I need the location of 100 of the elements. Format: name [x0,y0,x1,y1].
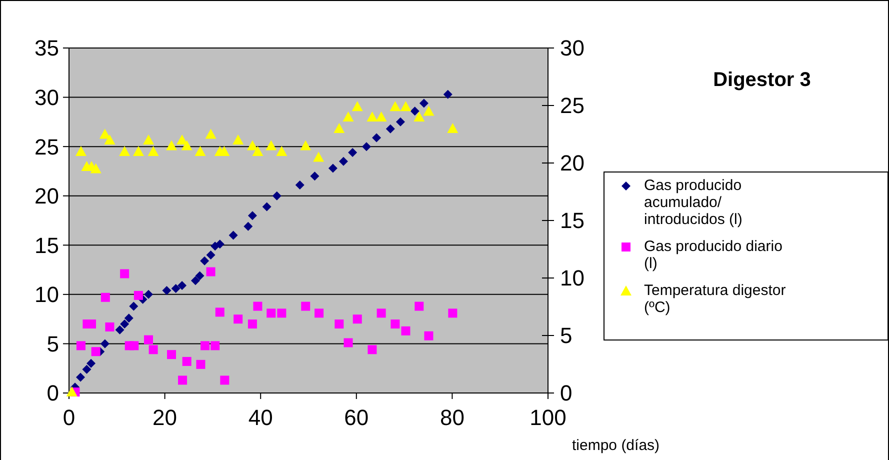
point [105,322,114,332]
point [400,101,412,112]
point [210,341,220,350]
point [310,172,320,181]
point [195,271,204,280]
point [178,376,188,385]
y-tick-label: 20 [34,184,59,209]
point [143,134,154,144]
text: Digestor 3 [713,69,811,91]
point [200,256,210,266]
point [344,338,353,348]
point [144,335,154,344]
point [443,90,452,99]
point [334,123,345,133]
y2-tick-label: 5 [560,323,572,348]
point [205,128,216,139]
point [410,106,420,116]
x-tick-label: 100 [530,405,566,430]
point [390,320,400,328]
point [414,112,425,122]
point [144,290,154,299]
legend-label: Gas producido acumulado/ introducidos (l) [644,177,742,228]
point [129,302,138,311]
x-tick-label: 20 [152,405,178,430]
point [232,134,244,144]
point [120,320,130,328]
point [90,163,102,174]
point [244,222,253,231]
point [352,314,362,324]
point [130,341,139,350]
point [75,146,86,156]
point [215,308,224,317]
y2-tick-label: 25 [560,93,584,118]
point [66,386,78,396]
point [390,101,401,112]
point [100,339,110,348]
point [334,320,344,328]
point [372,133,382,142]
point [86,358,96,368]
point [91,347,100,356]
y2-tick-label: 20 [560,150,584,176]
point [162,286,172,295]
legend-label: Gas producido diario (l) [644,238,782,272]
point [182,356,192,366]
point [100,292,110,302]
point [276,146,288,156]
point [194,146,206,156]
legend-label: Temperatura digestor (ºC) [644,282,786,316]
point [328,164,338,173]
point [178,281,187,290]
point [246,140,258,150]
point [228,230,238,240]
point [124,314,134,323]
x-tick-label: 80 [440,405,464,430]
point [266,140,277,150]
point [220,376,230,385]
point [196,360,206,369]
point [396,117,405,126]
y-tick-label: 10 [34,282,59,308]
point [248,320,257,328]
point [352,101,363,112]
point [181,140,192,150]
point [338,156,348,166]
y-tick-label: 35 [34,36,59,61]
point [253,302,262,311]
point [190,276,200,286]
y-tick-label: 25 [34,134,59,160]
point [82,364,92,374]
y2-tick-label: 30 [560,36,584,61]
point [104,134,116,144]
point [132,146,144,156]
y-tick-label: 30 [34,84,59,110]
point [366,112,378,122]
point [348,148,358,157]
point [171,284,180,294]
point [368,345,377,354]
point [206,250,216,260]
point [423,106,434,116]
point [272,191,282,200]
x-tick-label: 40 [248,405,273,430]
point [419,98,428,108]
point [277,308,286,318]
point [262,202,272,212]
point [266,308,276,318]
y2-tick-label: 10 [560,266,584,291]
point [76,372,85,382]
point [252,146,264,156]
point [234,314,243,324]
point [166,140,178,150]
y2-tick-label: 0 [560,380,572,406]
point [362,142,371,152]
point [414,302,424,311]
point [76,341,86,350]
point [448,308,458,318]
point [248,211,257,220]
point [313,152,324,162]
point [206,267,216,276]
point [99,128,110,139]
point [134,290,143,300]
point [301,302,310,311]
